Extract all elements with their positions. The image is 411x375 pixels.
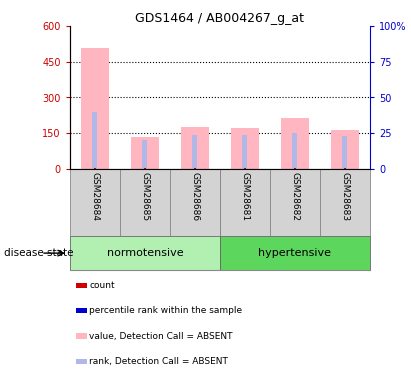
Text: GSM28681: GSM28681 (240, 172, 249, 221)
Bar (220, 169, 270, 236)
Bar (270, 169, 320, 236)
Bar (76, 283, 88, 288)
Bar (144, 168, 146, 169)
Bar (94, 168, 96, 169)
Bar (170, 169, 220, 236)
Bar (76, 308, 88, 314)
Bar (281, 118, 309, 169)
Bar (142, 140, 148, 169)
Text: GSM28685: GSM28685 (141, 172, 149, 221)
Text: GSM28683: GSM28683 (340, 172, 349, 221)
Text: rank, Detection Call = ABSENT: rank, Detection Call = ABSENT (89, 357, 228, 366)
Bar (344, 168, 346, 169)
Bar (120, 169, 170, 236)
Text: GSM28682: GSM28682 (291, 172, 299, 221)
Bar (194, 168, 196, 169)
Text: normotensive: normotensive (106, 248, 183, 258)
Bar (131, 136, 159, 169)
Bar (70, 236, 220, 270)
Bar (292, 133, 298, 169)
Bar (320, 169, 370, 236)
Text: count: count (89, 281, 115, 290)
Bar (244, 168, 246, 169)
Bar (192, 135, 197, 169)
Title: GDS1464 / AB004267_g_at: GDS1464 / AB004267_g_at (135, 12, 305, 25)
Bar (76, 333, 88, 339)
Bar (342, 136, 347, 169)
Bar (76, 359, 88, 364)
Bar (294, 168, 296, 169)
Bar (92, 112, 97, 169)
Bar (70, 169, 120, 236)
Text: percentile rank within the sample: percentile rank within the sample (89, 306, 242, 315)
Text: value, Detection Call = ABSENT: value, Detection Call = ABSENT (89, 332, 233, 340)
Bar (220, 236, 370, 270)
Bar (331, 129, 359, 169)
Bar (242, 135, 247, 169)
Bar (231, 128, 259, 169)
Bar (81, 48, 109, 169)
Text: GSM28684: GSM28684 (90, 172, 99, 221)
Bar (181, 127, 209, 169)
Text: disease state: disease state (4, 248, 74, 258)
Text: GSM28686: GSM28686 (190, 172, 199, 221)
Text: hypertensive: hypertensive (259, 248, 331, 258)
